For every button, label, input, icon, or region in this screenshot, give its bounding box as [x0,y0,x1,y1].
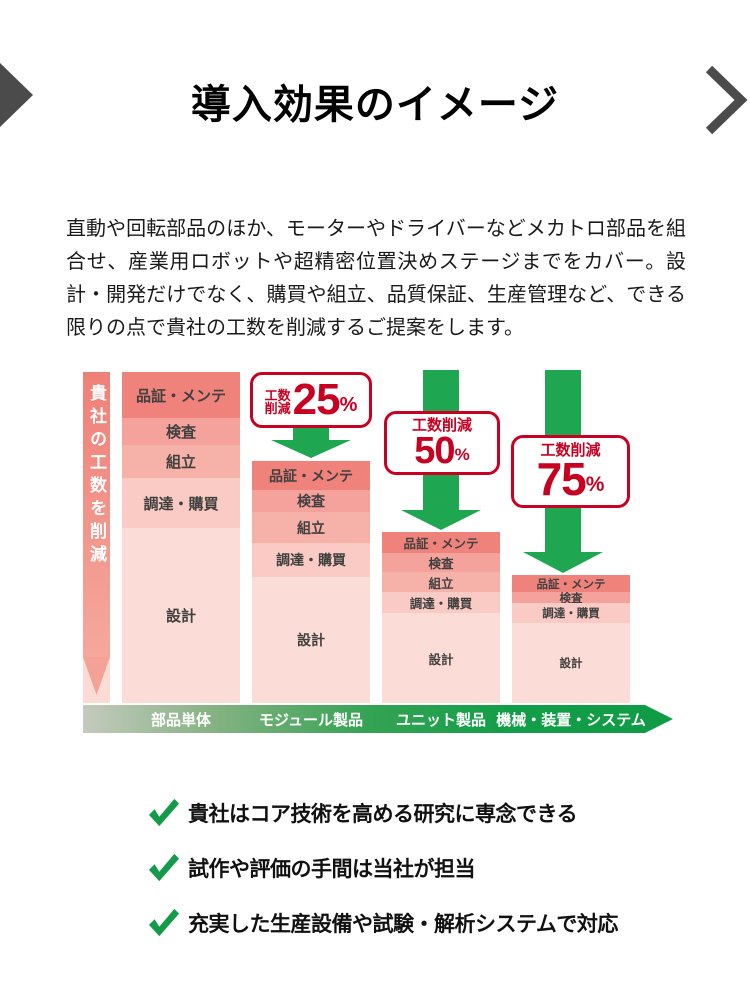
bar-segment: 調達・購買 [512,603,630,623]
x-axis-label: ユニット製品 [395,711,487,729]
bar-segment: 検査 [122,418,240,445]
reduction-badge: 工数削減 75% [511,435,630,508]
badge-value: 50 [414,429,455,472]
segment-label: 設計 [165,608,196,625]
segment-label: 調達・購買 [143,495,219,513]
benefit-item: 充実した生産設備や試験・解析システムで対応 [148,907,618,939]
bar-segment: 検査 [512,592,630,603]
badge-percent: % [454,444,470,464]
check-icon [148,853,180,882]
bar-モジュール製品: 品証・メンテ 検査組立調達・購買設計 [252,461,370,703]
segment-label: 組立 [165,454,196,471]
badge-label: 工数削減 [411,417,472,435]
segment-label: 品証・メンテ [135,387,226,405]
y-axis-label: 貴社の工数を削減 [87,384,106,568]
badge-percent: % [585,473,605,497]
segment-label: 調達・購買 [276,552,346,568]
green-down-arrow-shaft [423,370,459,416]
benefit-text: 試作や評価の手間は当社が担当 [188,858,476,881]
green-down-arrow-head-icon [523,552,603,573]
carousel-prev-icon[interactable] [0,63,33,127]
bar-segment: 組立 [252,512,370,543]
x-axis-label: 機械・装置・システム [496,711,646,729]
bar-segment: 検査 [382,553,500,572]
green-down-arrow-shaft [423,473,459,510]
green-down-arrow-shaft [293,424,329,440]
badge-value: 25 [292,375,341,425]
segment-label: 検査 [165,424,196,441]
check-icon [148,798,180,827]
bar-機械・装置・システム: 品証・メンテ 検査調達・購買設計 [512,575,630,703]
reduction-badge: 工数 削減 25% [250,372,372,428]
segment-label: 品証・メンテ [403,537,479,551]
segment-label: 品証・メンテ [536,578,606,591]
benefit-text: 貴社はコア技術を高める研究に専念できる [188,803,578,826]
bar-segment: 調達・購買 [252,543,370,577]
bar-segment: 設計 [122,528,240,703]
reduction-badge: 工数削減 50% [384,411,500,475]
bar-ユニット製品: 品証・メンテ 検査組立調達・購買設計 [382,532,500,703]
segment-label: 検査 [428,557,454,571]
check-icon [148,908,180,937]
page-title: 導入効果のイメージ [190,83,560,127]
y-axis-arrow-tip-icon [83,657,110,695]
segment-label: 設計 [559,658,583,670]
bar-segment: 組立 [122,445,240,478]
bar-segment: 調達・購買 [122,478,240,528]
benefit-item: 貴社はコア技術を高める研究に専念できる [148,797,578,829]
segment-label: 検査 [559,592,583,604]
bar-segment: 設計 [252,577,370,703]
y-axis-arrow: 貴社の工数を削減 [83,372,110,703]
bar-segment: 品証・メンテ [512,575,630,592]
x-axis-label: モジュール製品 [259,711,363,729]
badge-percent: % [339,393,358,416]
badge-label: 工数削減 [264,387,291,417]
segment-label: 検査 [297,493,325,509]
benefit-text: 充実した生産設備や試験・解析システムで対応 [188,913,618,936]
bar-segment: 検査 [252,490,370,512]
segment-label: 組立 [428,576,454,591]
green-down-arrow-head-icon [401,510,481,530]
bar-segment: 組立 [382,572,500,592]
green-down-arrow-shaft [545,506,581,552]
segment-label: 調達・購買 [542,608,600,620]
segment-label: 品証・メンテ [269,467,353,484]
badge-value: 75 [536,452,587,505]
bar-部品単体: 品証・メンテ 検査組立調達・購買設計 [122,372,240,703]
badge-label: 工数削減 [540,441,601,459]
benefit-item: 試作や評価の手間は当社が担当 [148,852,476,884]
carousel-next-icon[interactable] [704,64,748,141]
segment-label: 設計 [297,632,325,648]
x-axis-label: 部品単体 [150,711,212,729]
segment-label: 設計 [428,652,454,667]
bar-segment: 調達・購買 [382,592,500,613]
y-axis-arrow-shaft [83,372,110,657]
bar-segment: 設計 [512,623,630,703]
segment-label: 調達・購買 [409,597,473,611]
bar-segment: 品証・メンテ [122,372,240,418]
green-down-arrow-shaft [545,370,581,440]
bar-segment: 品証・メンテ [382,532,500,553]
x-axis: 部品単体 モジュール製品 ユニット製品 機械・装置・システム [83,705,673,733]
bar-segment: 品証・メンテ [252,461,370,490]
green-down-arrow-head-icon [271,440,351,458]
intro-paragraph: 直動や回転部品のほか、モーターやドライバーなどメカトロ部品を組合せ、産業用ロボッ… [66,218,686,339]
segment-label: 組立 [297,519,325,536]
bar-segment: 設計 [382,613,500,703]
